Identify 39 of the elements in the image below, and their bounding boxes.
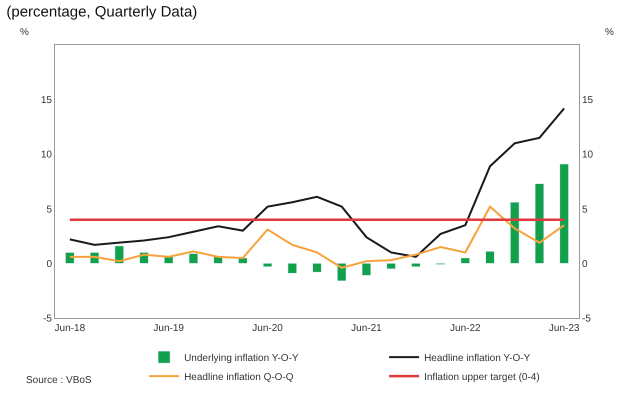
y-axis-title: % (20, 27, 29, 38)
y-tick-label: -5 (43, 314, 52, 324)
y-tick-label: 15 (40, 95, 52, 106)
x-tick-label: Jun-23 (548, 323, 580, 334)
bar (288, 263, 297, 274)
legend-label: Underlying inflation Y-O-Y (184, 352, 299, 364)
x-tick-label: Jun-21 (351, 323, 382, 334)
bar (510, 202, 520, 264)
y2-tick-label: 5 (582, 204, 588, 216)
y2-tick-label: -5 (582, 314, 592, 324)
y2-tick-label: 10 (582, 150, 594, 161)
legend-label: Headline inflation Q-O-Q (184, 372, 294, 383)
x-tick-label: Jun-19 (153, 323, 184, 334)
bar (386, 263, 396, 270)
y2-axis-title: % (605, 27, 614, 38)
legend-label: Headline inflation Y-O-Y (424, 352, 531, 364)
bar (560, 164, 569, 264)
bar (262, 263, 272, 267)
bar (312, 263, 322, 272)
chart-title: (percentage, Quarterly Data) (6, 4, 198, 21)
y-tick-label: 0 (46, 258, 52, 270)
bar (460, 258, 470, 264)
y2-tick-label: 0 (582, 258, 588, 270)
line-series (68, 206, 566, 269)
bar (534, 183, 544, 264)
x-tick-label: Jun-22 (450, 323, 482, 334)
y2-tick-label: 15 (582, 95, 594, 106)
bar (362, 263, 372, 276)
x-tick-label: Jun-20 (252, 323, 284, 334)
legend-label: Inflation upper target (0-4) (424, 372, 540, 383)
y-tick-label: 5 (46, 204, 52, 216)
y-tick-label: 10 (40, 150, 52, 161)
bar (411, 263, 420, 267)
source-note: Source : VBoS (26, 375, 92, 386)
bar (65, 252, 74, 264)
x-tick-label: Jun-18 (54, 323, 86, 334)
bar (188, 253, 198, 264)
line-series (68, 107, 566, 258)
bar (485, 251, 495, 264)
